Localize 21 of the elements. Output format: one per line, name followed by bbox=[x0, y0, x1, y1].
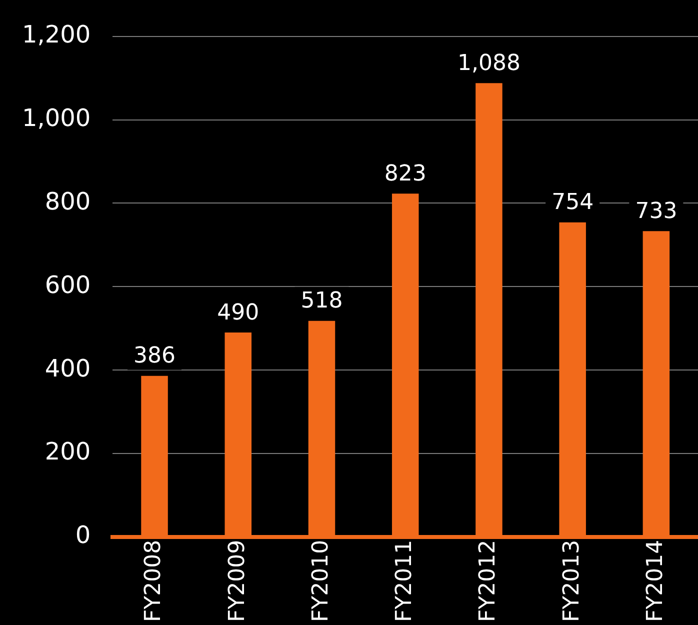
y-tick-label: 400 bbox=[44, 354, 91, 382]
data-label: 733 bbox=[635, 198, 678, 224]
y-tick-label: 1,000 bbox=[22, 104, 91, 132]
x-tick-label: FY2008 bbox=[141, 540, 166, 622]
x-tick-label: FY2013 bbox=[559, 540, 584, 622]
x-tick-label: FY2014 bbox=[642, 540, 668, 622]
y-tick-label: 0 bbox=[75, 521, 91, 550]
y-tick-label: 1,200 bbox=[22, 20, 91, 49]
data-label: 386 bbox=[134, 344, 176, 369]
data-label: 754 bbox=[552, 190, 594, 216]
x-tick-label: FY2010 bbox=[308, 540, 334, 622]
y-tick-label: 200 bbox=[44, 438, 91, 466]
x-tick-label: FY2012 bbox=[476, 540, 501, 622]
data-label: 490 bbox=[217, 300, 260, 326]
x-tick-label: FY2009 bbox=[224, 540, 250, 622]
y-tick-label: 800 bbox=[44, 187, 91, 216]
x-tick-label: FY2011 bbox=[392, 540, 418, 622]
data-label: 518 bbox=[300, 288, 343, 314]
data-label: 823 bbox=[384, 161, 426, 186]
data-label: 1,088 bbox=[457, 50, 520, 76]
y-tick-label: 600 bbox=[44, 270, 91, 299]
